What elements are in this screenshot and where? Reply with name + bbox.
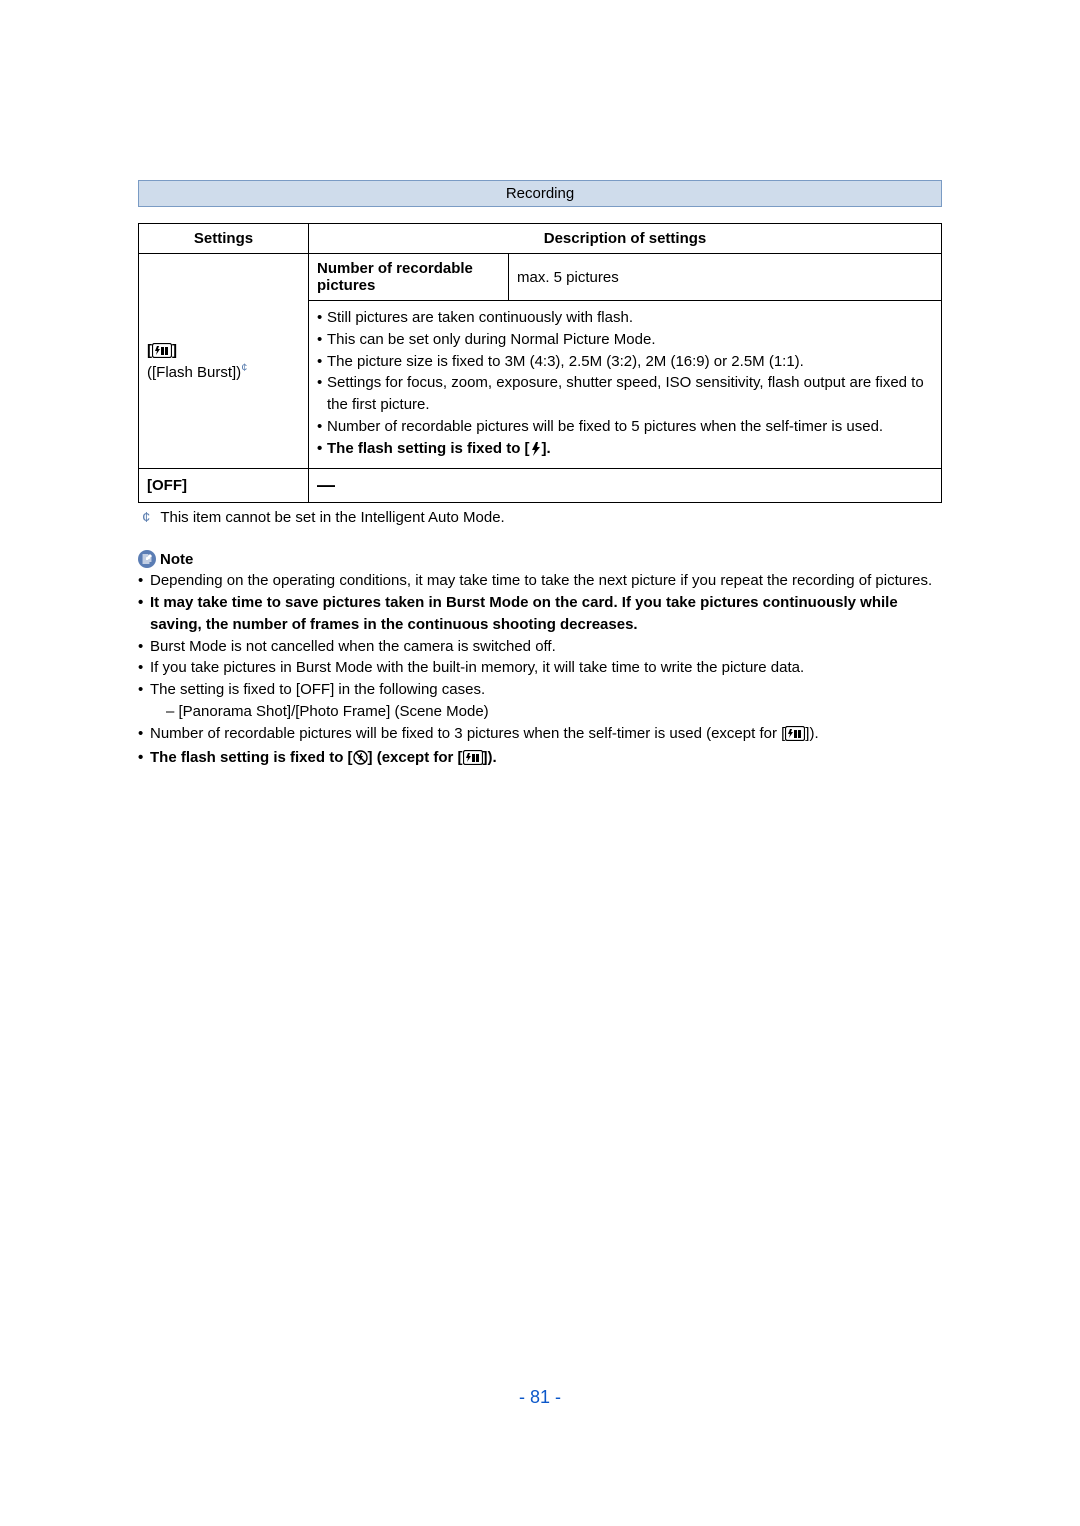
list-item-bold: The flash setting is fixed to []. bbox=[317, 438, 933, 463]
item-suffix: ]). bbox=[483, 749, 497, 766]
flash-forced-icon bbox=[530, 441, 542, 463]
note-section: Note Depending on the operating conditio… bbox=[138, 550, 942, 772]
list-item: If you take pictures in Burst Mode with … bbox=[138, 657, 942, 679]
page-number: - 81 - bbox=[0, 1387, 1080, 1408]
item-suffix: ]). bbox=[805, 725, 818, 742]
flash-burst-icon-label: [] bbox=[147, 342, 177, 359]
recordable-label: Number of recordable pictures bbox=[317, 260, 473, 294]
footnote-star: ¢ bbox=[142, 509, 150, 526]
list-item: Still pictures are taken continuously wi… bbox=[317, 307, 933, 329]
flash-burst-name: ([Flash Burst]) bbox=[147, 364, 241, 381]
list-item: Burst Mode is not cancelled when the cam… bbox=[138, 636, 942, 658]
note-icon bbox=[138, 550, 156, 568]
list-item: Depending on the operating conditions, i… bbox=[138, 570, 942, 592]
flash-burst-icon bbox=[785, 726, 805, 748]
flash-burst-bullets: Still pictures are taken continuously wi… bbox=[317, 307, 933, 462]
bracket-close: ] bbox=[172, 342, 177, 359]
flash-burst-icon bbox=[463, 750, 483, 772]
item-text: The setting is fixed to [OFF] in the fol… bbox=[150, 681, 485, 698]
bold-prefix: The flash setting is fixed to [ bbox=[327, 440, 530, 457]
footnote-marker: ¢ bbox=[241, 362, 247, 374]
flash-burst-desc-cell: Still pictures are taken continuously wi… bbox=[309, 301, 942, 469]
list-item: The picture size is fixed to 3M (4:3), 2… bbox=[317, 351, 933, 373]
off-label-cell: [OFF] bbox=[139, 469, 309, 503]
note-bullets: Depending on the operating conditions, i… bbox=[138, 570, 942, 772]
footnote-text: This item cannot be set in the Intellige… bbox=[160, 509, 504, 526]
table-row: [OFF] — bbox=[139, 469, 942, 503]
note-header: Note bbox=[138, 550, 942, 568]
flash-burst-icon bbox=[152, 343, 172, 362]
footnote: ¢ This item cannot be set in the Intellig… bbox=[138, 509, 942, 526]
list-item: Settings for focus, zoom, exposure, shut… bbox=[317, 372, 933, 416]
list-item: Number of recordable pictures will be fi… bbox=[138, 723, 942, 748]
item-mid: ] (except for [ bbox=[368, 749, 463, 766]
page: Recording Settings Description of settin… bbox=[0, 0, 1080, 1526]
section-header: Recording bbox=[138, 180, 942, 207]
sub-item: – [Panorama Shot]/[Photo Frame] (Scene M… bbox=[150, 701, 942, 723]
list-item-bold: The flash setting is fixed to [ ] (except… bbox=[138, 747, 942, 772]
off-label: [OFF] bbox=[147, 477, 187, 494]
list-item: Number of recordable pictures will be fi… bbox=[317, 416, 933, 438]
item-prefix: The flash setting is fixed to [ bbox=[150, 749, 353, 766]
recordable-value-cell: max. 5 pictures bbox=[509, 254, 942, 301]
col-description-header: Description of settings bbox=[309, 224, 942, 254]
list-item: The setting is fixed to [OFF] in the fol… bbox=[138, 679, 942, 723]
note-label: Note bbox=[160, 551, 193, 568]
item-prefix: Number of recordable pictures will be fi… bbox=[150, 725, 785, 742]
bold-suffix: ]. bbox=[542, 440, 551, 457]
flash-off-icon bbox=[353, 750, 368, 772]
list-item: This can be set only during Normal Pictu… bbox=[317, 329, 933, 351]
settings-table: Settings Description of settings [] ([Fl… bbox=[138, 223, 942, 503]
off-value-cell: — bbox=[309, 469, 942, 503]
col-settings-header: Settings bbox=[139, 224, 309, 254]
table-row: [] ([Flash Burst])¢ Number of recordable… bbox=[139, 254, 942, 301]
flash-burst-cell: [] ([Flash Burst])¢ bbox=[139, 254, 309, 469]
table-header-row: Settings Description of settings bbox=[139, 224, 942, 254]
recordable-label-cell: Number of recordable pictures bbox=[309, 254, 509, 301]
list-item-bold: It may take time to save pictures taken … bbox=[138, 592, 942, 636]
